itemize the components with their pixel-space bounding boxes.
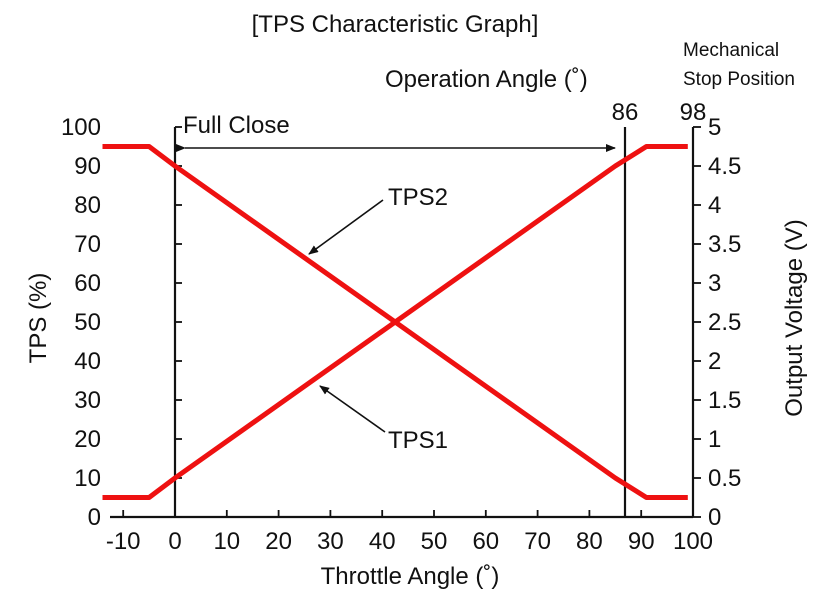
tps2-callout-label: TPS2 [388,184,448,211]
full-close-label: Full Close [183,112,290,139]
x-tick-label: 60 [472,528,499,555]
y-axis-label: TPS (%) [25,273,52,364]
y-tick-label: 50 [74,309,101,336]
y-tick-label: 20 [74,426,101,453]
y2-tick-label: 1.5 [708,387,741,414]
x-tick-label: 30 [317,528,344,555]
x-tick-label: 50 [421,528,448,555]
tps1-callout-label: TPS1 [388,427,448,454]
x-tick-label: 20 [265,528,292,555]
y2-tick-label: 4 [708,192,721,219]
y-tick-label: 100 [61,114,101,141]
y-tick-label: 30 [74,387,101,414]
x-tick-label: 80 [576,528,603,555]
series-tps2-line [102,144,688,500]
y2-tick-label: 2 [708,348,721,375]
mechanical-stop-label-line2: Stop Position [683,69,795,90]
y2-tick-label: 3 [708,270,721,297]
y2-tick-label: 0 [708,504,721,531]
x-tick-label: -10 [106,528,141,555]
y2-tick-label: 2.5 [708,309,741,336]
y-tick-label: 60 [74,270,101,297]
tps2-callout-arrow [308,199,384,255]
x-tick-label: 90 [628,528,655,555]
x-tick-label: 70 [524,528,551,555]
y-tick-label: 80 [74,192,101,219]
y2-tick-label: 3.5 [708,231,741,258]
y-tick-label: 90 [74,153,101,180]
chart-title: [TPS Characteristic Graph] [252,11,539,38]
operation-angle-value: 86 [612,99,639,126]
y2-tick-label: 4.5 [708,153,741,180]
y2-tick-label: 5 [708,114,721,141]
x-tick-label: 100 [673,528,713,555]
x-tick-label: 0 [168,528,181,555]
y-tick-label: 40 [74,348,101,375]
x-tick-label: 40 [369,528,396,555]
x-axis-ticks: -10 0 10 20 30 40 50 60 70 80 90 100 [106,510,713,555]
tps1-callout-arrow [319,385,386,433]
x-axis-label: Throttle Angle (˚) [321,563,500,590]
y2-axis-label: Output Voltage (V) [781,219,808,416]
y-axis-ticks: 0 10 20 30 40 50 60 70 80 90 100 [61,114,182,531]
operation-angle-label: Operation Angle (˚) [385,66,588,93]
mechanical-stop-label-line1: Mechanical [683,40,779,61]
y-tick-label: 70 [74,231,101,258]
y-tick-label: 0 [88,504,101,531]
x-tick-label: 10 [213,528,240,555]
y-tick-label: 10 [74,465,101,492]
mechanical-stop-value: 98 [680,99,707,126]
y2-tick-label: 0.5 [708,465,741,492]
y2-tick-label: 1 [708,426,721,453]
y2-axis-ticks: 0 0.5 1 1.5 2 2.5 3 3.5 4 4.5 5 [693,114,741,531]
